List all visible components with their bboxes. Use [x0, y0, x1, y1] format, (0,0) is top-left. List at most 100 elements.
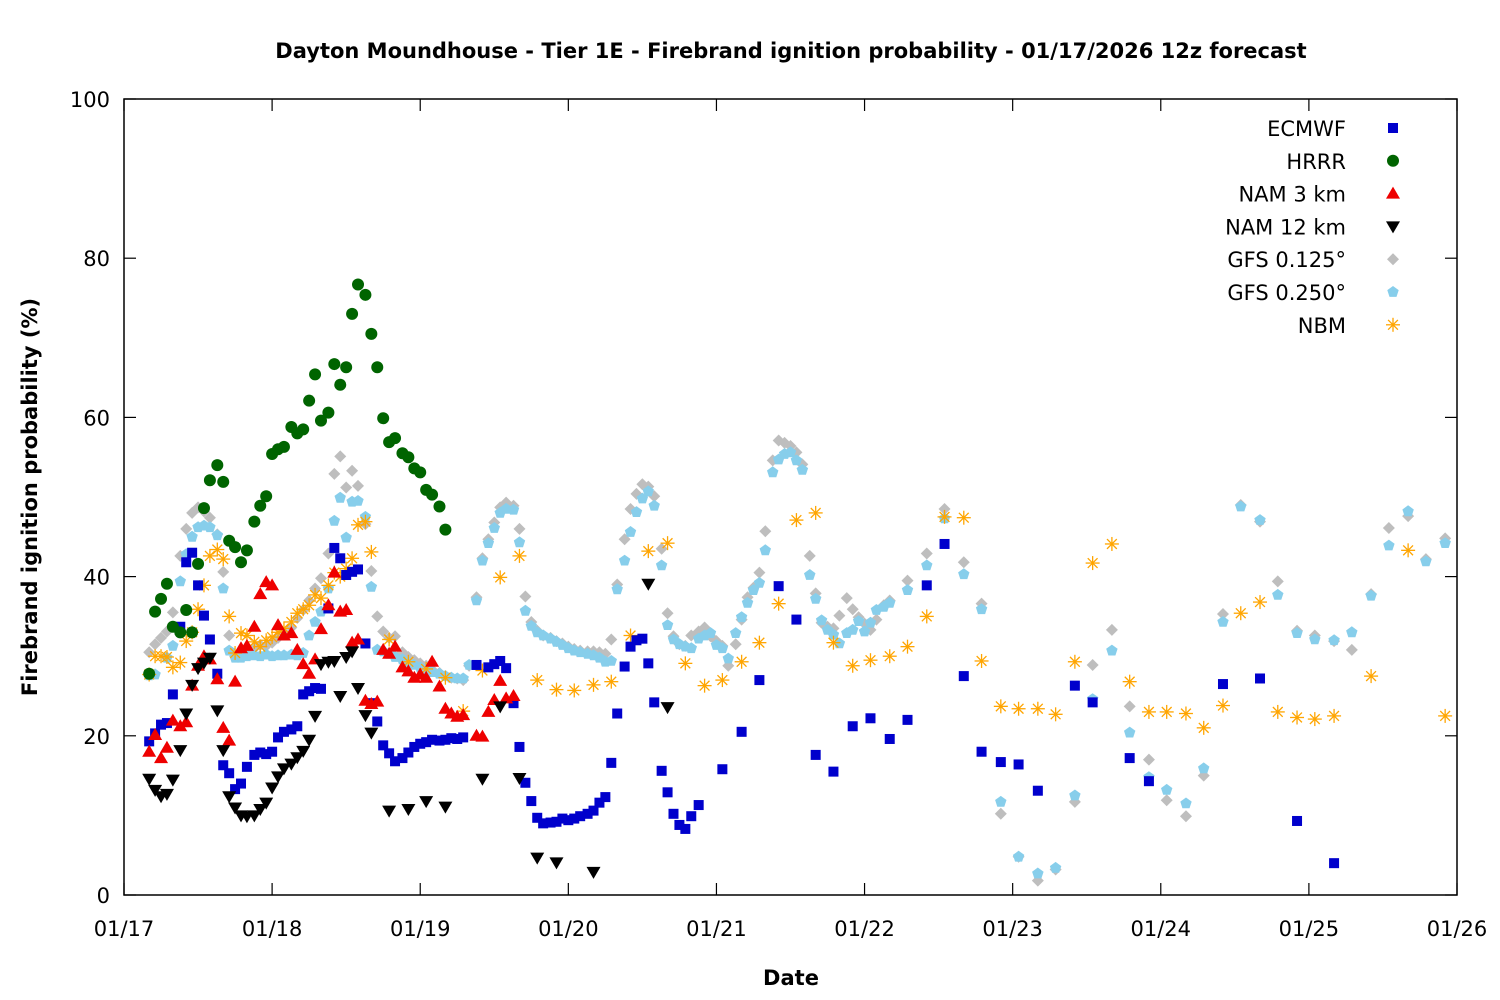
legend-marker-icon — [1386, 221, 1400, 234]
data-point — [167, 639, 179, 651]
data-point — [655, 559, 668, 571]
data-point — [530, 673, 545, 688]
data-point — [939, 538, 950, 549]
data-point — [165, 660, 180, 675]
data-point — [624, 526, 637, 537]
data-point — [290, 642, 305, 655]
data-point — [328, 467, 341, 480]
data-point — [224, 768, 235, 779]
data-point — [660, 536, 675, 551]
data-point — [995, 795, 1007, 807]
data-point — [217, 475, 230, 488]
y-tick-label: 80 — [83, 247, 110, 271]
data-point — [643, 658, 654, 669]
legend: ECMWF HRRR NAM 3 km NAM 12 km GFS 0.125° GFS … — [1225, 117, 1400, 338]
data-point — [403, 747, 414, 758]
data-point — [704, 627, 717, 638]
data-point — [216, 552, 231, 567]
data-point — [204, 634, 215, 645]
data-point — [179, 634, 194, 649]
data-point — [471, 659, 482, 670]
data-point — [302, 598, 317, 613]
data-point — [211, 529, 223, 541]
data-point — [239, 628, 254, 643]
data-point — [286, 724, 297, 735]
data-point — [1215, 698, 1230, 713]
data-point — [284, 614, 299, 629]
data-point — [230, 784, 241, 795]
data-point — [1345, 643, 1358, 656]
data-point — [730, 627, 742, 638]
data-point — [884, 596, 896, 608]
data-point — [365, 580, 378, 592]
data-point — [790, 454, 803, 466]
data-point — [187, 547, 198, 558]
data-point — [1401, 543, 1416, 558]
data-point — [594, 797, 605, 808]
data-point — [143, 667, 156, 680]
data-point — [1013, 759, 1024, 770]
data-point — [902, 714, 913, 725]
data-point — [759, 525, 772, 538]
data-point — [241, 761, 252, 772]
data-point — [582, 808, 593, 819]
data-point — [475, 773, 490, 786]
data-point — [148, 728, 163, 741]
data-point — [240, 544, 253, 557]
data-point — [278, 726, 289, 737]
x-tick-label: 01/26 — [1427, 917, 1488, 941]
data-point — [803, 549, 816, 562]
data-point — [575, 811, 586, 822]
data-point — [271, 618, 286, 631]
data-point — [1254, 514, 1266, 525]
data-point — [427, 734, 438, 745]
data-point — [345, 635, 360, 648]
data-point — [149, 605, 162, 618]
data-point — [155, 631, 168, 644]
data-point — [569, 813, 580, 824]
data-point — [921, 580, 932, 591]
data-point — [334, 378, 347, 391]
x-axis-label: Date — [763, 966, 819, 990]
legend-item: NAM 12 km — [1225, 215, 1400, 239]
data-point — [734, 654, 749, 669]
data-point — [438, 801, 453, 814]
data-point — [334, 491, 346, 503]
data-point — [884, 733, 895, 744]
data-point — [637, 633, 648, 644]
data-point — [313, 591, 328, 606]
data-point — [1069, 789, 1081, 801]
data-point — [631, 635, 642, 646]
data-point — [735, 611, 748, 623]
data-point — [625, 641, 636, 652]
y-axis-label: Firebrand ignition probability (%) — [18, 298, 42, 696]
data-point — [222, 733, 237, 746]
series-nam-3-km — [142, 565, 521, 764]
data-point — [302, 666, 317, 679]
series-ecmwf — [144, 538, 1340, 869]
data-point — [144, 736, 155, 747]
data-point — [551, 816, 562, 827]
data-point — [815, 614, 828, 626]
data-point — [308, 710, 323, 723]
data-point — [173, 655, 188, 670]
data-point — [296, 745, 311, 758]
data-point — [165, 774, 180, 787]
x-axis: 01/17 01/18 01/19 01/20 01/21 01/22 01/23 01/24… — [94, 99, 1488, 941]
data-point — [475, 729, 490, 742]
series-gfs-0-250- — [143, 446, 1451, 879]
data-point — [388, 639, 403, 652]
data-point — [618, 554, 631, 566]
data-point — [249, 749, 260, 760]
data-point — [1142, 753, 1155, 766]
data-point — [352, 479, 365, 492]
data-point — [302, 734, 317, 747]
data-point — [557, 813, 568, 824]
data-point — [976, 746, 987, 757]
y-tick-label: 100 — [70, 88, 110, 112]
data-point — [370, 694, 385, 707]
data-point — [493, 673, 508, 686]
data-marks — [142, 278, 1453, 887]
data-point — [327, 655, 342, 668]
